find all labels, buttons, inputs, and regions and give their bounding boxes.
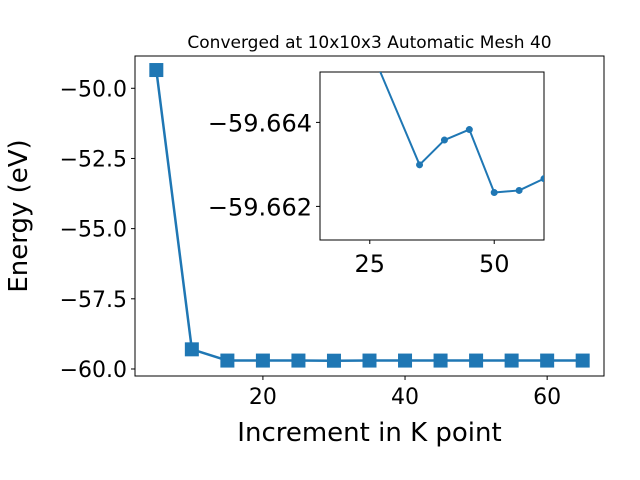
inset-data-point (540, 175, 544, 183)
main-y-tick-label: −60.0 (60, 358, 127, 383)
inset-plot-area: 25 50 −59.664 −59.662 (208, 71, 545, 278)
inset-series (379, 72, 544, 197)
main-data-point (469, 353, 484, 368)
main-data-point (220, 353, 235, 368)
main-data-point (540, 353, 555, 368)
main-data-point (504, 353, 519, 368)
main-data-point (326, 353, 341, 368)
main-x-ticks: 20 40 60 (249, 376, 561, 410)
main-y-ticks: −60.0 −57.5 −55.0 −52.5 −50.0 (60, 77, 135, 383)
x-axis-label: Increment in K point (237, 418, 501, 448)
main-data-point (398, 353, 413, 368)
inset-plot-frame (319, 71, 545, 241)
main-data-point (433, 353, 448, 368)
inset-y-tick-label: −59.664 (208, 109, 312, 137)
inset-data-point (416, 161, 424, 169)
inset-x-tick-label: 50 (479, 250, 510, 278)
inset-data-point (440, 136, 448, 144)
inset-y-tick-label: −59.662 (208, 193, 312, 221)
main-y-tick-label: −55.0 (60, 218, 127, 243)
main-x-tick-label: 20 (249, 385, 277, 410)
inset-x-ticks: 25 50 (355, 240, 510, 278)
inset-series-line (379, 72, 544, 194)
main-data-point (575, 353, 590, 368)
main-data-point (184, 342, 199, 357)
main-data-point (149, 63, 164, 78)
main-y-tick-label: −57.5 (60, 288, 127, 313)
main-series (149, 63, 590, 368)
main-data-point (255, 353, 270, 368)
main-data-point (291, 353, 306, 368)
inset-y-ticks: −59.664 −59.662 (208, 109, 320, 221)
inset-data-point (515, 186, 523, 194)
main-x-tick-label: 60 (533, 385, 561, 410)
main-x-tick-label: 40 (391, 385, 419, 410)
inset-data-point (465, 126, 473, 134)
inset-x-tick-label: 25 (355, 250, 386, 278)
y-axis-label: Energy (eV) (4, 139, 34, 292)
main-y-tick-label: −50.0 (60, 77, 127, 102)
inset-data-point (490, 189, 498, 197)
main-y-tick-label: −52.5 (60, 147, 127, 172)
chart-title: Converged at 10x10x3 Automatic Mesh 40 (187, 33, 551, 53)
main-data-point (362, 353, 377, 368)
